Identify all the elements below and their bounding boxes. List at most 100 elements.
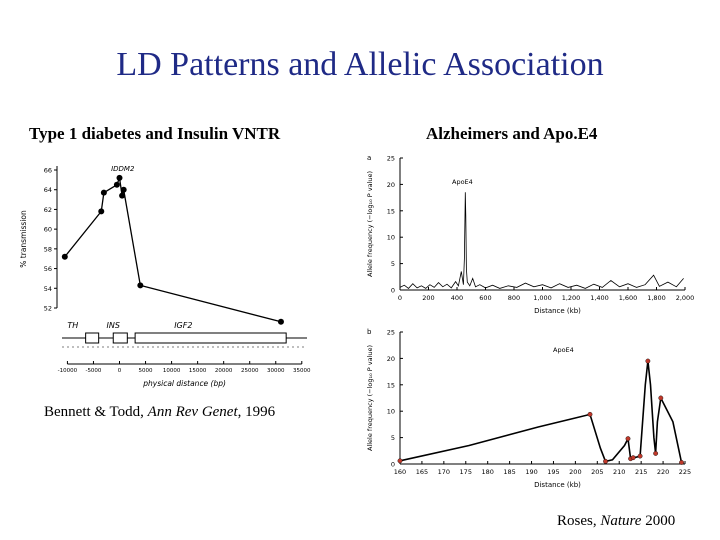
panel-letter: a: [367, 154, 371, 162]
slide-title: LD Patterns and Allelic Association: [116, 46, 604, 83]
iddm2-label: IDDM2: [111, 165, 135, 173]
x-tick-label: 200: [422, 294, 434, 302]
y-tick-label: 5: [391, 434, 395, 442]
y-axis-label: % transmission: [19, 210, 28, 268]
apoe4-peak-label: ApoE4: [553, 346, 574, 354]
x-tick-label: 220: [657, 468, 669, 476]
allele-frequency-line: [399, 192, 684, 289]
x-tick-label: 210: [613, 468, 625, 476]
data-point: [625, 436, 631, 442]
x-tick-label: 180: [481, 468, 493, 476]
left-citation-prefix: Bennett & Todd,: [44, 404, 148, 420]
x-tick-label: 1,800: [647, 294, 666, 302]
apoe-panel-b-chart: b 0 5 10 15 20 25 160 165 170 175 180 185 190 195 200 20…: [366, 328, 691, 489]
y-tick-label: 20: [387, 355, 395, 363]
data-point: [679, 460, 684, 465]
y-tick-label: 10: [387, 408, 395, 416]
gene-label-th: TH: [67, 321, 78, 330]
x-tick-label: 20000: [215, 368, 233, 374]
y-tick-label: 58: [44, 245, 52, 253]
right-citation-suffix: 2000: [641, 513, 676, 529]
x-tick-label: 200: [569, 468, 581, 476]
data-point: [637, 453, 643, 459]
data-point: [653, 451, 659, 456]
data-point: [397, 458, 403, 464]
x-tick-label: 400: [451, 294, 463, 302]
x-tick-label: 1,000: [533, 294, 552, 302]
y-tick-label: 64: [44, 186, 52, 194]
data-point: [645, 358, 651, 364]
x-tick-label: 0: [118, 368, 122, 374]
y-tick-label: 52: [44, 305, 52, 313]
x-tick-label: 15000: [189, 368, 207, 374]
data-point: [137, 282, 144, 289]
y-tick-label: 25: [387, 329, 395, 337]
x-tick-label: 25000: [241, 368, 259, 374]
x-tick-label: 0: [398, 294, 402, 302]
right-citation: Roses, Nature 2000: [557, 513, 675, 530]
data-point: [61, 253, 68, 260]
x-tick-label: 35000: [293, 368, 311, 374]
data-point: [658, 395, 664, 401]
data-point: [119, 192, 126, 199]
x-tick-label: 800: [508, 294, 520, 302]
x-tick-label: 30000: [267, 368, 285, 374]
y-tick-label: 54: [44, 285, 52, 293]
data-point: [116, 174, 123, 181]
y-tick-label: 0: [391, 461, 395, 469]
x-tick-label: 185: [503, 468, 515, 476]
gene-label-igf2: IGF2: [174, 321, 192, 330]
y-tick-label: 25: [387, 155, 395, 163]
y-tick-label: 15: [387, 381, 395, 389]
data-point: [100, 189, 107, 196]
y-tick-label: 10: [387, 234, 395, 242]
data-point: [630, 455, 636, 461]
th-gene-box: [85, 332, 100, 344]
apoe4-peak-label: ApoE4: [452, 178, 473, 186]
x-tick-label: 160: [394, 468, 406, 476]
transmission-line: [64, 175, 282, 323]
data-point: [113, 181, 120, 188]
data-point: [98, 208, 105, 215]
apoe-panel-a-chart: a 0 5 10 15 20 25 0 200 400 600 800 1,000 1,200 1,400 1…: [366, 154, 694, 315]
x-tick-label: 10000: [163, 368, 181, 374]
igf2-gene-box: [134, 332, 287, 344]
x-tick-label: 600: [479, 294, 491, 302]
x-tick-label: 225: [679, 468, 691, 476]
data-point: [587, 411, 593, 417]
y-tick-label: 5: [391, 260, 395, 268]
ins-gene-box: [112, 332, 128, 344]
x-tick-label: -5000: [85, 368, 101, 374]
panel-letter: b: [367, 328, 372, 336]
y-tick-label: 0: [391, 287, 395, 295]
x-tick-label: 205: [591, 468, 603, 476]
x-tick-label: -10000: [58, 368, 78, 374]
y-tick-label: 66: [44, 167, 52, 175]
x-tick-label: 1,200: [562, 294, 581, 302]
iddm2-transmission-chart: 52 54 56 58 60 62 64 66 % transmission IDDM2 TH INS…: [19, 165, 311, 388]
x-tick-label: 215: [635, 468, 647, 476]
right-citation-prefix: Roses,: [557, 513, 601, 529]
gene-label-ins: INS: [106, 321, 119, 330]
left-citation-journal: Ann Rev Genet: [147, 404, 238, 420]
x-tick-label: 165: [416, 468, 428, 476]
x-tick-label: 195: [547, 468, 559, 476]
y-tick-label: 60: [44, 226, 52, 234]
x-tick-label: 175: [460, 468, 472, 476]
left-citation-suffix: , 1996: [237, 404, 276, 420]
x-tick-label: 1,400: [590, 294, 609, 302]
y-tick-label: 20: [387, 181, 395, 189]
x-axis-label: Distance (kb): [534, 481, 581, 489]
y-axis-label: Allele frequency (−log₁₀ P value): [366, 345, 374, 451]
data-point: [603, 458, 608, 464]
data-point: [120, 186, 127, 193]
y-tick-label: 56: [44, 265, 52, 273]
x-axis-label: physical distance (bp): [142, 379, 226, 388]
allele-frequency-line: [399, 360, 683, 463]
x-axis-label: Distance (kb): [534, 307, 581, 315]
x-tick-label: 5000: [139, 368, 153, 374]
y-tick-label: 15: [387, 207, 395, 215]
left-citation: Bennett & Todd, Ann Rev Genet, 1996: [44, 404, 275, 421]
y-axis-label: Allele frequency (−log₁₀ P value): [366, 171, 374, 277]
left-heading: Type 1 diabetes and Insulin VNTR: [29, 124, 281, 143]
